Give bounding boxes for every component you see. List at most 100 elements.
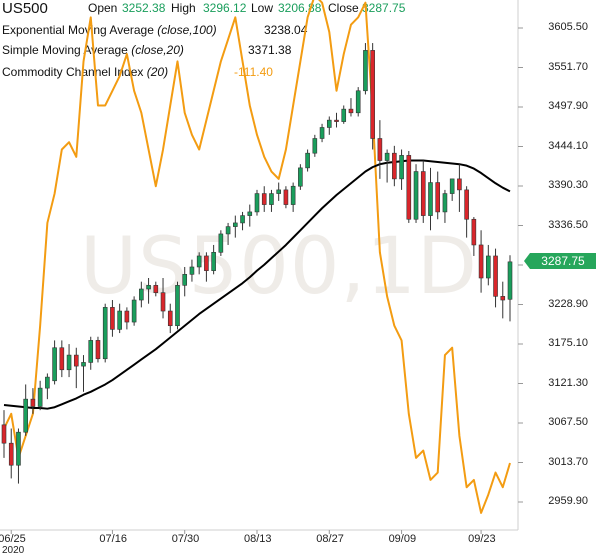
- sma-series: [3, 159, 511, 410]
- candle-up: [442, 193, 448, 213]
- candle-down: [124, 310, 130, 323]
- candle-up: [355, 90, 361, 114]
- symbol-watermark: US500,1D: [80, 222, 478, 312]
- candle-up: [319, 127, 325, 139]
- symbol-label: US500: [2, 0, 48, 17]
- ema-value: 3238.04: [264, 23, 308, 37]
- candle-down: [30, 398, 36, 407]
- candle-down: [59, 347, 65, 371]
- x-tick-label: 08/27: [316, 533, 344, 545]
- candle-up: [240, 215, 245, 224]
- close-label: Close: [328, 1, 359, 15]
- candle-up: [175, 285, 180, 327]
- candles: [1, 43, 513, 484]
- candle-down: [493, 255, 498, 297]
- sma-value: 3371.38: [248, 43, 292, 57]
- ema-legend[interactable]: Exponential Moving Average (close,100) 3…: [2, 23, 307, 37]
- candle-up: [146, 285, 151, 290]
- candle-down: [1, 424, 7, 444]
- candle-down: [153, 285, 159, 293]
- candle-down: [464, 189, 469, 220]
- sma-line: [3, 159, 511, 410]
- close-value: 3287.75: [362, 1, 406, 15]
- candle-up: [413, 171, 419, 220]
- candle-up: [211, 251, 216, 271]
- y-tick-label: 3605.50: [548, 21, 588, 33]
- candle-up: [247, 211, 253, 216]
- candle-up: [507, 261, 513, 300]
- y-tick-label: 3390.30: [548, 179, 588, 191]
- candle-up: [276, 189, 281, 194]
- candle-down: [370, 50, 375, 139]
- candle-down: [73, 354, 79, 367]
- low-label: Low: [251, 1, 274, 15]
- y-tick-label: 3444.10: [548, 139, 588, 152]
- y-tick-label: 3228.90: [548, 297, 588, 310]
- candle-down: [478, 244, 484, 279]
- open-label: Open: [88, 1, 118, 15]
- y-tick-label: 3121.30: [548, 376, 588, 389]
- sma-label: Simple Moving Average: [2, 43, 128, 57]
- candle-up: [131, 299, 137, 323]
- candle-up: [37, 387, 43, 407]
- cci-line: [3, 0, 511, 514]
- candle-up: [52, 347, 57, 382]
- y-tick-label: 3013.70: [548, 455, 588, 468]
- candle-up: [117, 310, 122, 330]
- candle-up: [196, 255, 202, 268]
- candle-up: [16, 431, 21, 466]
- candle-up: [399, 155, 404, 180]
- x-tick-label: 09/09: [388, 533, 417, 545]
- candle-up: [449, 178, 455, 194]
- y-tick-label: 3067.50: [548, 416, 588, 428]
- ema-label: Exponential Moving Average: [2, 23, 154, 37]
- ohlc-header: US500 Open 3252.38 High 3296.12 Low 3206…: [0, 0, 600, 18]
- candle-down: [392, 152, 397, 180]
- sma-params: (close,20): [131, 43, 184, 57]
- candle-up: [428, 182, 433, 216]
- x-tick-label: 09/23: [468, 533, 496, 545]
- x-tick-label: 08/13: [244, 533, 272, 545]
- candle-up: [269, 193, 274, 205]
- candle-up: [254, 193, 260, 213]
- candle-up: [326, 119, 332, 128]
- candle-down: [261, 193, 267, 205]
- cci-series: [3, 0, 511, 514]
- candle-down: [110, 307, 115, 330]
- candle-down: [8, 442, 14, 466]
- cci-label: Commodity Channel Index: [2, 65, 144, 79]
- candle-down: [377, 138, 383, 161]
- ema-params: (close,100): [157, 23, 217, 37]
- sma-legend[interactable]: Simple Moving Average (close,20) 3371.38: [2, 43, 291, 57]
- candle-up: [363, 50, 368, 92]
- candle-up: [298, 167, 303, 187]
- y-tick-label: 3551.70: [548, 60, 588, 73]
- open-value: 3252.38: [122, 1, 166, 15]
- high-label: High: [171, 1, 196, 15]
- candle-down: [457, 178, 462, 191]
- candle-down: [95, 340, 101, 360]
- y-tick-label: 3336.50: [548, 218, 588, 231]
- candle-up: [182, 274, 188, 286]
- candle-up: [88, 340, 94, 363]
- candle-up: [233, 222, 238, 227]
- candle-up: [66, 354, 72, 371]
- x-tick-label: 06/25: [0, 533, 26, 545]
- candle-down: [167, 310, 173, 327]
- candle-up: [341, 108, 347, 122]
- x-axis-year: 2020: [2, 545, 25, 556]
- y-tick-label: 2959.90: [548, 495, 588, 507]
- candle-down: [334, 119, 339, 122]
- candle-up: [486, 255, 491, 279]
- candle-down: [420, 171, 426, 216]
- high-value: 3296.12: [203, 1, 247, 15]
- last-price-label: 3287.75: [524, 253, 596, 269]
- candle-up: [384, 152, 390, 161]
- x-tick-label: 07/30: [171, 533, 200, 545]
- candle-down: [471, 218, 477, 246]
- x-tick-label: 07/16: [99, 533, 127, 545]
- candle-up: [45, 376, 50, 389]
- candle-down: [500, 296, 506, 301]
- candle-up: [218, 233, 224, 253]
